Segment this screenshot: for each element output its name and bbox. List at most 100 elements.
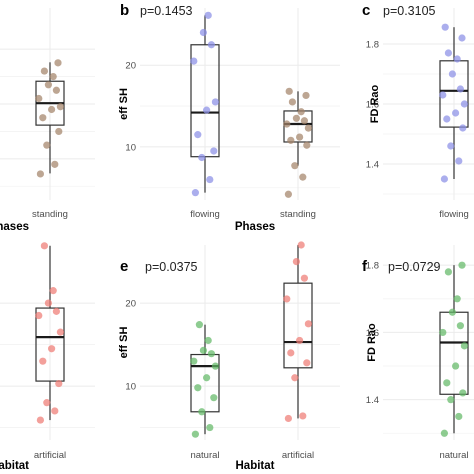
- y-axis-label: FD Rao: [369, 84, 381, 123]
- data-point: [207, 41, 215, 49]
- data-point: [288, 98, 296, 106]
- data-point: [35, 94, 43, 103]
- data-point: [52, 307, 61, 315]
- x-tick-label: flowing: [190, 209, 220, 220]
- y-tick-label: 1.4: [366, 160, 379, 171]
- data-point: [440, 175, 448, 183]
- data-point: [458, 261, 466, 269]
- y-tick-label: 10: [125, 142, 136, 153]
- data-point: [55, 379, 63, 388]
- panel-letter: e: [120, 258, 128, 275]
- data-point: [452, 109, 460, 117]
- y-tick-label: 1.8: [366, 261, 379, 272]
- data-point: [51, 160, 59, 168]
- data-point: [52, 86, 61, 94]
- data-point: [56, 328, 64, 336]
- data-point: [198, 153, 206, 162]
- data-point: [287, 349, 295, 357]
- data-point: [203, 106, 211, 114]
- data-point: [39, 357, 47, 365]
- data-point: [39, 114, 47, 122]
- x-axis-label: Phases: [235, 221, 275, 233]
- data-point: [191, 430, 199, 438]
- data-point: [460, 342, 468, 350]
- data-point: [211, 362, 219, 370]
- data-point: [198, 408, 206, 416]
- y-tick-label: 1.6: [366, 328, 379, 339]
- data-point: [283, 120, 291, 128]
- p-value-title: p=0.1453: [140, 4, 193, 18]
- data-point: [206, 423, 214, 432]
- data-point: [448, 308, 456, 316]
- data-point: [292, 257, 300, 266]
- data-point: [210, 147, 218, 155]
- data-point: [299, 412, 307, 420]
- data-point: [44, 299, 53, 307]
- data-point: [455, 157, 463, 165]
- data-point: [439, 328, 447, 337]
- y-tick-label: 20: [125, 299, 136, 310]
- data-point: [204, 336, 212, 345]
- data-point: [43, 141, 51, 149]
- x-tick-label: natural: [190, 450, 219, 461]
- data-point: [304, 124, 312, 132]
- data-point: [443, 115, 451, 123]
- panel-a: standinghases: [0, 8, 95, 233]
- box-iqr: [283, 282, 313, 369]
- panel-letter: f: [362, 258, 368, 275]
- y-axis-label: FD Rao: [366, 323, 378, 362]
- data-point: [207, 350, 215, 358]
- data-point: [439, 91, 447, 99]
- data-point: [291, 374, 299, 382]
- data-point: [292, 114, 300, 122]
- y-tick-label: 1.8: [366, 40, 379, 51]
- data-point: [459, 124, 467, 132]
- data-point: [191, 189, 199, 197]
- data-point: [206, 175, 214, 184]
- panel-f: 1.4 1.6 1.8 natural f p=0.0729 FD Rao: [362, 245, 474, 461]
- data-point: [43, 399, 51, 407]
- x-tick-label: artificial: [282, 450, 314, 461]
- data-point: [297, 241, 305, 249]
- data-point: [194, 384, 202, 392]
- data-point: [283, 295, 291, 303]
- data-point: [40, 67, 49, 75]
- data-point: [284, 414, 292, 423]
- data-point: [36, 416, 45, 424]
- y-axis-label: eff SH: [118, 88, 130, 120]
- data-point: [194, 131, 202, 139]
- data-point: [44, 81, 53, 89]
- data-point: [56, 103, 64, 111]
- data-point: [458, 34, 466, 42]
- data-point: [36, 170, 45, 178]
- x-tick-label: standing: [280, 209, 316, 220]
- panel-c: 1.4 1.6 1.8 flowing c p=0.3105 FD Rao: [362, 2, 474, 220]
- data-point: [297, 108, 305, 116]
- x-tick-label: artificial: [34, 450, 66, 461]
- data-point: [54, 59, 62, 67]
- data-point: [300, 274, 308, 282]
- data-point: [460, 100, 468, 108]
- data-point: [299, 173, 307, 181]
- data-point: [199, 346, 207, 354]
- x-tick-label: natural: [439, 450, 468, 461]
- y-tick-label: 1.4: [366, 395, 379, 406]
- x-tick-label: standing: [32, 209, 68, 220]
- data-point: [453, 295, 461, 303]
- panel-e: 10 20 natural artificial e p=0.0375 eff SH Habi…: [118, 241, 340, 472]
- data-point: [55, 127, 63, 136]
- x-axis-label: abitat: [0, 460, 29, 472]
- data-point: [287, 136, 295, 144]
- data-point: [49, 72, 57, 81]
- data-point: [204, 11, 212, 19]
- data-point: [48, 105, 56, 114]
- p-value-title: p=0.0375: [145, 260, 198, 274]
- panel-letter: c: [362, 2, 370, 19]
- data-point: [35, 311, 43, 320]
- y-axis-label: eff SH: [118, 327, 130, 359]
- data-point: [190, 57, 198, 65]
- x-tick-label: flowing: [439, 209, 469, 220]
- data-point: [285, 87, 293, 95]
- data-point: [48, 345, 56, 353]
- y-tick-label: 10: [125, 382, 136, 393]
